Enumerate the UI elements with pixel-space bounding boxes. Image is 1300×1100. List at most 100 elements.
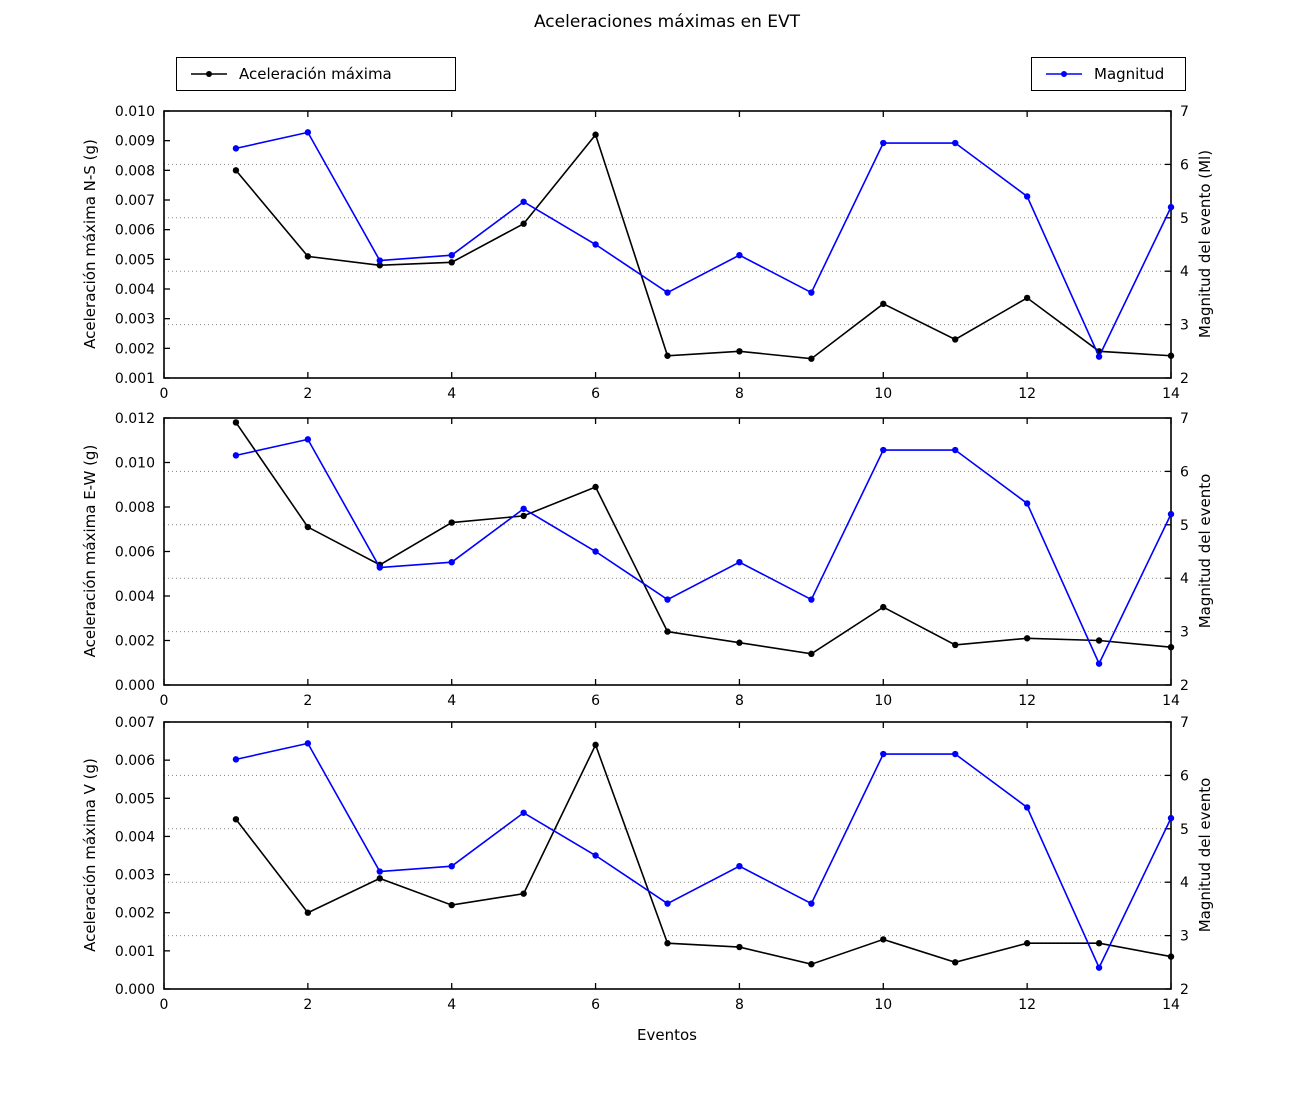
data-point-marker — [1023, 804, 1031, 811]
data-point-marker — [952, 750, 959, 758]
data-point-marker — [880, 603, 887, 611]
svg-text:0: 0 — [160, 693, 169, 709]
svg-text:2: 2 — [303, 386, 312, 402]
chart-2: 0 2 4 6 8 10 12 14 0.000 0.002 0.004 0.006 0.008 0.01… — [115, 411, 1189, 709]
svg-text:7: 7 — [1180, 411, 1189, 427]
svg-text:0.007: 0.007 — [115, 193, 155, 209]
series-line — [235, 742, 1172, 966]
figure-title: Aceleraciones máximas en EVT — [533, 12, 801, 32]
data-point-marker — [808, 355, 815, 362]
data-point-marker — [952, 139, 959, 147]
chart-2-border — [163, 417, 1172, 686]
svg-text:5: 5 — [1180, 518, 1189, 534]
svg-text:0.012: 0.012 — [115, 411, 155, 427]
svg-text:4: 4 — [1180, 571, 1189, 587]
svg-text:2: 2 — [1180, 678, 1189, 694]
svg-text:10: 10 — [874, 693, 892, 709]
svg-text:0.005: 0.005 — [115, 252, 155, 268]
svg-text:0.006: 0.006 — [115, 753, 155, 769]
series-line — [235, 421, 1172, 655]
data-point-marker — [736, 348, 743, 355]
data-point-marker — [1167, 814, 1175, 822]
data-point-marker — [808, 289, 815, 296]
data-point-marker — [520, 890, 527, 897]
data-point-marker — [592, 852, 599, 859]
data-point-marker — [1167, 643, 1175, 651]
data-point-marker — [1167, 352, 1175, 359]
data-point-marker — [1167, 510, 1175, 518]
chart-1-series-magnitude — [232, 129, 1175, 360]
series-line — [235, 133, 1172, 360]
data-point-marker — [1095, 964, 1103, 971]
data-point-marker — [880, 300, 887, 308]
data-point-marker — [520, 505, 527, 512]
chart-3-gridlines — [164, 774, 1171, 937]
svg-text:12: 12 — [1018, 693, 1036, 709]
series-line — [235, 742, 1172, 970]
data-point-marker — [952, 446, 959, 454]
data-point-marker — [232, 419, 240, 426]
data-point-marker — [1023, 193, 1031, 200]
acceleration-line-sample-icon — [191, 71, 227, 77]
data-point-marker — [304, 129, 312, 136]
svg-text:0.001: 0.001 — [115, 371, 155, 387]
svg-text:3: 3 — [1180, 318, 1189, 334]
data-point-marker — [1023, 940, 1031, 947]
svg-text:0.002: 0.002 — [115, 341, 155, 357]
data-point-marker — [1095, 660, 1103, 667]
x-axis-label: Eventos — [637, 1026, 697, 1044]
data-point-marker — [232, 816, 240, 823]
data-point-marker — [1095, 353, 1103, 360]
svg-text:0.005: 0.005 — [115, 791, 155, 807]
data-point-marker — [448, 558, 455, 566]
svg-text:12: 12 — [1018, 997, 1036, 1013]
chart-2-ticks: 0 2 4 6 8 10 12 14 0.000 0.002 0.004 0.006 0.008 0.01… — [115, 411, 1189, 709]
data-point-marker — [232, 756, 240, 763]
svg-text:0.008: 0.008 — [115, 163, 155, 179]
data-point-marker — [448, 251, 455, 259]
data-point-marker — [592, 741, 599, 749]
svg-text:7: 7 — [1180, 715, 1189, 731]
chart-3-border — [163, 721, 1172, 990]
data-point-marker — [520, 512, 527, 520]
data-point-marker — [304, 523, 312, 531]
data-point-marker — [304, 436, 312, 443]
chart-2-series-magnitude — [232, 436, 1175, 667]
svg-text:0.007: 0.007 — [115, 715, 155, 731]
data-point-marker — [1167, 953, 1175, 960]
svg-text:10: 10 — [874, 997, 892, 1013]
svg-text:4: 4 — [447, 997, 456, 1013]
data-point-marker — [592, 548, 599, 555]
chart-1-gridlines — [164, 163, 1171, 326]
svg-text:6: 6 — [1180, 768, 1189, 784]
data-point-marker — [736, 943, 743, 951]
svg-text:8: 8 — [735, 997, 744, 1013]
data-point-marker — [664, 289, 671, 296]
svg-text:12: 12 — [1018, 386, 1036, 402]
legend-magnitude: Magnitud — [1031, 57, 1186, 91]
data-point-marker — [664, 900, 671, 907]
svg-text:0.001: 0.001 — [115, 944, 155, 960]
data-point-marker — [880, 936, 887, 943]
svg-text:7: 7 — [1180, 104, 1189, 120]
chart-1-series-acceleration — [232, 131, 1175, 362]
chart-3-ticks: 0 2 4 6 8 10 12 14 0.000 0.001 0.002 0.003 0.004 0.00… — [115, 715, 1189, 1013]
acceleration-sample-marker — [206, 71, 212, 77]
magnitude-sample-marker — [1061, 71, 1067, 77]
svg-text:8: 8 — [735, 693, 744, 709]
svg-text:0.000: 0.000 — [115, 678, 155, 694]
data-point-marker — [808, 900, 815, 907]
data-point-marker — [808, 650, 815, 658]
data-point-marker — [952, 641, 959, 649]
svg-text:0.003: 0.003 — [115, 312, 155, 328]
data-point-marker — [1095, 940, 1103, 947]
data-point-marker — [880, 139, 887, 147]
data-point-marker — [592, 241, 599, 248]
legend-acceleration-label: Aceleración máxima — [239, 65, 392, 83]
data-point-marker — [1095, 637, 1103, 644]
data-point-marker — [1023, 294, 1031, 302]
data-point-marker — [304, 253, 312, 260]
data-point-marker — [448, 862, 455, 870]
data-point-marker — [664, 352, 671, 359]
legend-magnitude-label: Magnitud — [1094, 65, 1165, 83]
